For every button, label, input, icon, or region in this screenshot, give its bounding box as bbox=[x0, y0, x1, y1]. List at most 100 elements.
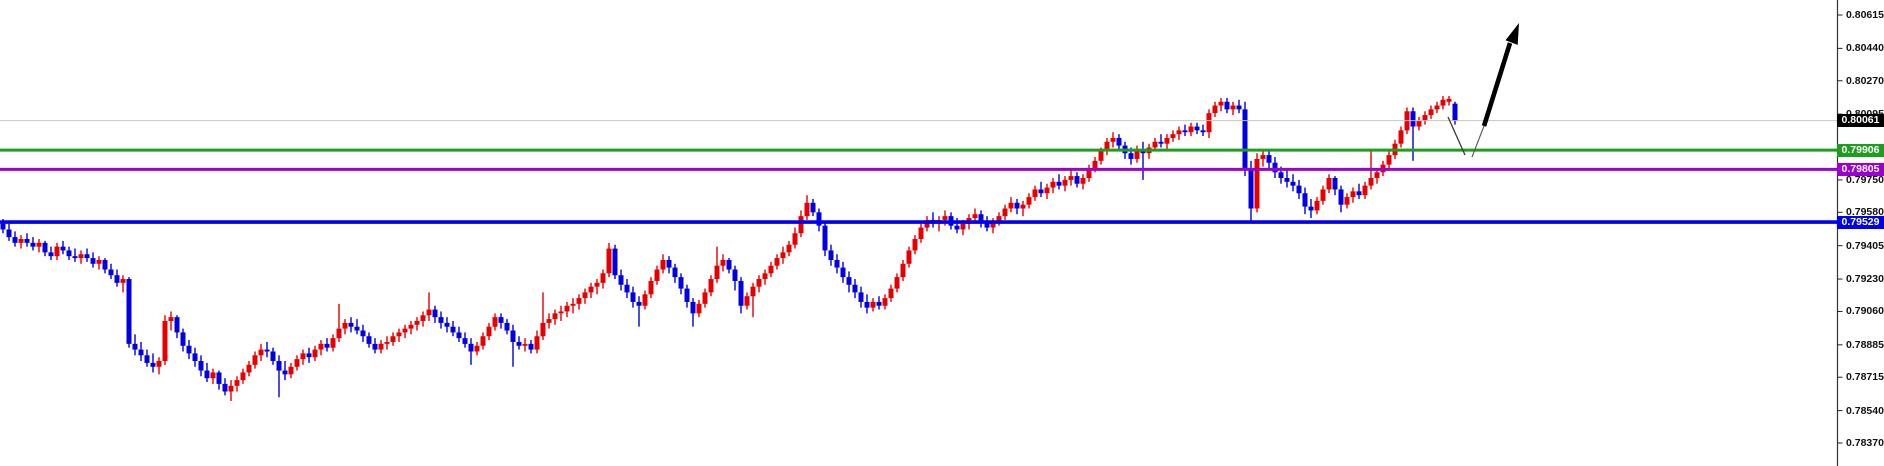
candle bbox=[1434, 101, 1440, 114]
candle bbox=[192, 347, 198, 367]
candle bbox=[456, 326, 462, 342]
candle bbox=[246, 361, 252, 377]
candle bbox=[30, 237, 36, 251]
candle bbox=[696, 300, 702, 318]
candle bbox=[978, 210, 984, 228]
candle bbox=[1266, 151, 1272, 169]
candle bbox=[618, 269, 624, 291]
candle bbox=[876, 296, 882, 310]
candle bbox=[1140, 141, 1146, 180]
candle bbox=[648, 277, 654, 299]
candle bbox=[1410, 107, 1416, 161]
candle bbox=[180, 328, 186, 352]
candle bbox=[438, 311, 444, 329]
candle bbox=[444, 317, 450, 333]
candle bbox=[594, 279, 600, 295]
candle bbox=[942, 210, 948, 226]
candle bbox=[864, 294, 870, 314]
candle bbox=[0, 218, 6, 234]
candle bbox=[834, 254, 840, 274]
candle bbox=[228, 380, 234, 402]
candle bbox=[1194, 122, 1200, 135]
candle bbox=[1050, 178, 1056, 194]
candle bbox=[486, 322, 492, 341]
candle bbox=[1002, 204, 1008, 220]
candle bbox=[318, 340, 324, 356]
candle bbox=[378, 340, 384, 354]
candle bbox=[1356, 183, 1362, 199]
candle bbox=[1110, 132, 1116, 148]
candle bbox=[126, 277, 132, 348]
candle bbox=[60, 240, 66, 255]
candle bbox=[1182, 124, 1188, 137]
candle bbox=[1032, 185, 1038, 201]
candle bbox=[960, 219, 966, 236]
candle bbox=[1086, 164, 1092, 182]
candle bbox=[1092, 157, 1098, 173]
candle bbox=[1272, 157, 1278, 179]
candle bbox=[750, 282, 756, 318]
candle bbox=[1260, 149, 1266, 167]
candle bbox=[204, 362, 210, 382]
candle bbox=[1290, 174, 1296, 192]
candle bbox=[1056, 174, 1062, 190]
candle bbox=[426, 292, 432, 321]
candle bbox=[690, 298, 696, 327]
candle bbox=[120, 275, 126, 293]
candle bbox=[738, 277, 744, 314]
candle bbox=[804, 195, 810, 220]
candle bbox=[786, 240, 792, 257]
candle bbox=[624, 279, 630, 299]
candle bbox=[996, 212, 1002, 226]
candle bbox=[144, 349, 150, 367]
candle bbox=[1338, 185, 1344, 213]
candle bbox=[1116, 134, 1122, 152]
candle bbox=[954, 218, 960, 234]
candle bbox=[1398, 126, 1404, 148]
candle bbox=[24, 233, 30, 247]
candle bbox=[882, 294, 888, 310]
candle bbox=[468, 338, 474, 365]
candle bbox=[186, 340, 192, 360]
up-arrow-annotation[interactable] bbox=[1447, 23, 1519, 158]
candle bbox=[156, 357, 162, 375]
candle bbox=[132, 334, 138, 356]
candle bbox=[324, 338, 330, 352]
candle bbox=[240, 368, 246, 384]
candle bbox=[1008, 197, 1014, 213]
candle bbox=[540, 292, 546, 341]
candle bbox=[1416, 116, 1422, 131]
candle bbox=[1044, 183, 1050, 199]
candle bbox=[372, 338, 378, 354]
candle bbox=[912, 235, 918, 255]
candle bbox=[1326, 174, 1332, 194]
candle bbox=[1164, 134, 1170, 150]
candle bbox=[1026, 193, 1032, 209]
candle bbox=[1020, 200, 1026, 217]
candle bbox=[714, 246, 720, 283]
candle bbox=[552, 309, 558, 325]
candle bbox=[498, 313, 504, 329]
candle bbox=[480, 332, 486, 350]
candle bbox=[342, 319, 348, 335]
candle bbox=[744, 292, 750, 310]
candle bbox=[360, 324, 366, 342]
candle bbox=[414, 317, 420, 331]
candle bbox=[222, 378, 228, 396]
arrow-shaft bbox=[1481, 42, 1513, 127]
candle bbox=[330, 334, 336, 352]
candle bbox=[264, 341, 270, 358]
candle bbox=[672, 263, 678, 283]
candle bbox=[252, 351, 258, 369]
candle bbox=[894, 273, 900, 293]
candle bbox=[1284, 170, 1290, 188]
candle bbox=[534, 330, 540, 354]
candle bbox=[276, 355, 282, 398]
candle bbox=[600, 269, 606, 289]
pullback-line[interactable] bbox=[1447, 116, 1466, 156]
candle bbox=[294, 355, 300, 371]
candles-layer bbox=[0, 96, 1458, 402]
candle bbox=[888, 284, 894, 302]
